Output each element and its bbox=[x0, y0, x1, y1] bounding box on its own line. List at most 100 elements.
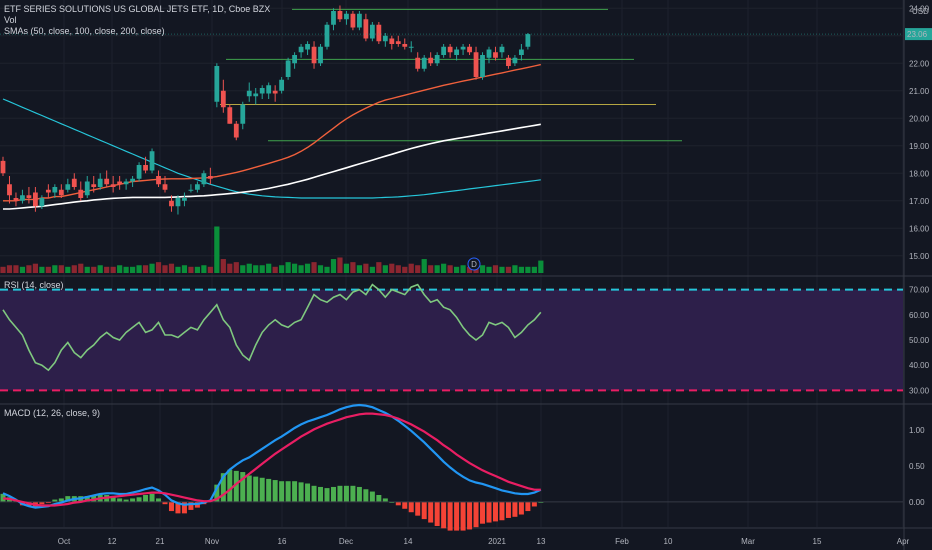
candle-body bbox=[259, 88, 265, 94]
candle-body bbox=[441, 46, 447, 55]
macd-histogram-bar bbox=[415, 501, 421, 516]
candle-body bbox=[162, 184, 168, 190]
macd-histogram-bar bbox=[162, 501, 168, 505]
candle-body bbox=[169, 200, 174, 207]
candle-body bbox=[65, 184, 71, 190]
price-tick-label: 19.00 bbox=[909, 142, 930, 151]
price-tick-label: 16.00 bbox=[909, 224, 930, 233]
volume-bar bbox=[538, 260, 544, 273]
candle-body bbox=[195, 184, 200, 190]
volume-bar bbox=[466, 266, 473, 273]
macd-histogram-bar bbox=[110, 496, 116, 502]
volume-bar bbox=[356, 265, 362, 273]
x-tick-label: 14 bbox=[404, 537, 413, 546]
macd-histogram-bar bbox=[214, 484, 220, 502]
candle-body bbox=[97, 178, 103, 187]
macd-histogram-bar bbox=[0, 493, 6, 502]
rsi-tick-label: 50.00 bbox=[909, 336, 930, 345]
candle-body bbox=[33, 192, 38, 207]
volume-bar bbox=[78, 263, 84, 273]
volume-bar bbox=[91, 266, 97, 273]
candle-body bbox=[350, 13, 356, 28]
macd-label: MACD (12, 26, close, 9) bbox=[4, 408, 101, 418]
macd-histogram-bar bbox=[39, 501, 45, 505]
volume-bar bbox=[45, 266, 51, 273]
volume-bar bbox=[220, 259, 226, 273]
volume-bar bbox=[39, 266, 45, 273]
macd-histogram-bar bbox=[318, 486, 324, 502]
candle-body bbox=[480, 55, 485, 77]
volume-bar bbox=[525, 266, 531, 273]
candle-body bbox=[376, 24, 382, 42]
volume-bar bbox=[168, 263, 175, 273]
candle-body bbox=[58, 189, 64, 196]
volume-bar bbox=[240, 265, 246, 273]
macd-histogram-bar bbox=[220, 473, 226, 502]
candle-body bbox=[285, 60, 291, 77]
volume-bar bbox=[402, 266, 408, 273]
candle-body bbox=[220, 90, 226, 108]
macd-histogram-bar bbox=[175, 501, 181, 514]
volume-bar bbox=[389, 263, 395, 273]
volume-bar bbox=[428, 265, 434, 273]
candle-body bbox=[45, 189, 51, 193]
candle-body bbox=[26, 195, 32, 198]
macd-histogram-bar bbox=[149, 493, 155, 502]
macd-histogram-bar bbox=[467, 501, 473, 530]
candle-body bbox=[428, 57, 434, 64]
candle-body bbox=[253, 93, 259, 97]
macd-histogram-bar bbox=[136, 497, 142, 502]
macd-histogram-bar bbox=[156, 498, 162, 502]
volume-bar bbox=[512, 265, 518, 273]
candle-body bbox=[20, 195, 25, 201]
candle-body bbox=[214, 66, 220, 102]
macd-histogram-bar bbox=[395, 501, 401, 506]
candle-body bbox=[227, 107, 233, 124]
volume-bar bbox=[130, 266, 136, 273]
macd-histogram-bar bbox=[441, 501, 447, 529]
candle-body bbox=[454, 49, 459, 55]
macd-histogram-bar bbox=[428, 501, 434, 523]
candle-body bbox=[110, 184, 116, 187]
macd-histogram-bar bbox=[168, 501, 174, 512]
volume-bar bbox=[376, 262, 382, 273]
x-tick-label: 13 bbox=[537, 537, 546, 546]
candle-body bbox=[117, 181, 123, 185]
volume-bar bbox=[272, 266, 278, 273]
macd-histogram-bar bbox=[447, 501, 453, 531]
macd-histogram-bar bbox=[240, 472, 246, 502]
chart-title: ETF SERIES SOLUTIONS US GLOBAL JETS ETF,… bbox=[4, 4, 271, 14]
macd-line bbox=[2, 403, 542, 509]
volume-bar bbox=[350, 262, 356, 273]
volume-bar bbox=[194, 266, 200, 273]
candle-body bbox=[318, 46, 323, 64]
candle-body bbox=[357, 13, 362, 28]
volume-bar bbox=[84, 266, 90, 273]
candle-body bbox=[233, 123, 239, 138]
macd-histogram-bar bbox=[363, 489, 369, 502]
price-tick-label: 18.00 bbox=[909, 169, 930, 178]
x-tick-label: Feb bbox=[615, 537, 629, 546]
macd-histogram-bar bbox=[91, 494, 97, 502]
macd-histogram-bar bbox=[492, 501, 498, 522]
macd-tick-label: 0.50 bbox=[909, 462, 925, 471]
candle-body bbox=[13, 198, 19, 201]
candle-body bbox=[292, 55, 297, 64]
macd-histogram-bar bbox=[337, 485, 343, 502]
volume-bar bbox=[311, 262, 317, 273]
candle-body bbox=[421, 57, 427, 69]
candle-body bbox=[415, 57, 421, 69]
volume-bar bbox=[201, 265, 207, 273]
macd-histogram-bar bbox=[279, 481, 285, 502]
candle-body bbox=[182, 198, 187, 201]
candle-body bbox=[104, 178, 110, 185]
macd-histogram-bar bbox=[408, 501, 414, 513]
macd-histogram-bar bbox=[311, 485, 317, 502]
candle-body bbox=[369, 24, 375, 39]
volume-bar bbox=[110, 266, 116, 273]
macd-histogram-bar bbox=[227, 469, 233, 502]
last-price-label: 23.06 bbox=[907, 30, 928, 39]
x-tick-label: Dec bbox=[339, 537, 353, 546]
macd-histogram-bar bbox=[369, 491, 375, 502]
